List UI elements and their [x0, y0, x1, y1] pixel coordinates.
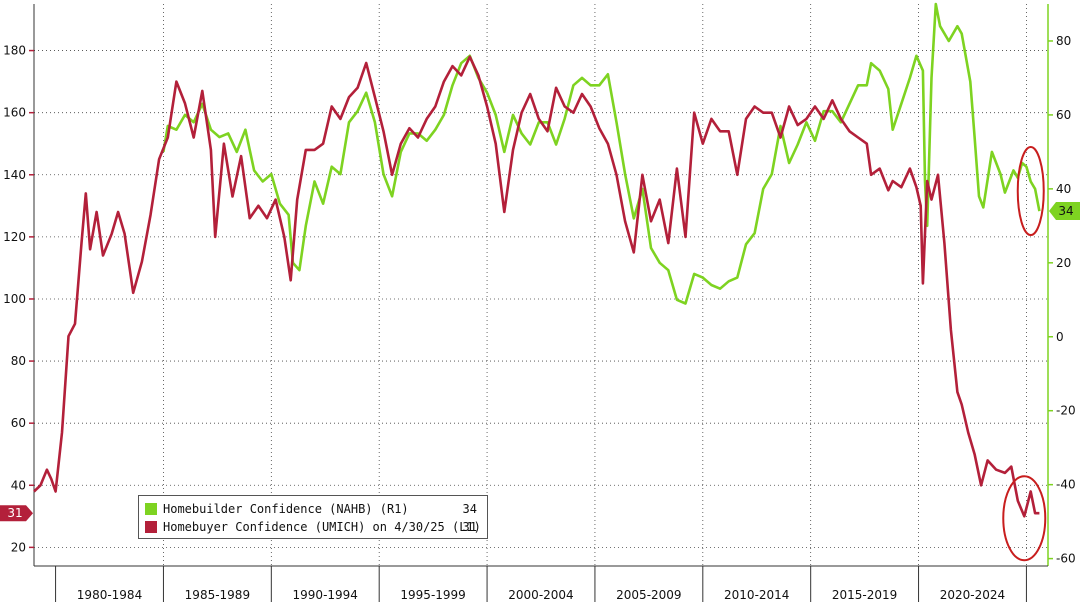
right-tick-label: -20	[1056, 404, 1076, 418]
series-line-umich	[33, 55, 1040, 518]
left-tick-label: 80	[11, 354, 26, 368]
x-tick-label: 2010-2014	[724, 588, 789, 602]
right-tick-label: 40	[1056, 182, 1071, 196]
legend-swatch-umich	[145, 521, 157, 533]
right-tick-label: -40	[1056, 478, 1076, 492]
legend-item-nahb: Homebuilder Confidence (NAHB) (R1) 34	[145, 501, 481, 517]
grid-lines	[34, 4, 1048, 566]
right-tick-label: 60	[1056, 108, 1071, 122]
x-tick-label: 1980-1984	[77, 588, 142, 602]
legend-swatch-nahb	[145, 503, 157, 515]
annotation-circle-umich	[1002, 475, 1047, 562]
legend-label-nahb: Homebuilder Confidence (NAHB) (R1)	[163, 502, 409, 516]
series-line-nahb	[162, 2, 1041, 305]
annotation-circle-nahb	[1016, 146, 1045, 237]
left-end-label-tag	[0, 505, 33, 522]
left-tick-label: 140	[3, 168, 26, 182]
end-labels: 31 34	[0, 202, 1080, 522]
legend-label-umich: Homebuyer Confidence (UMICH) on 4/30/25 …	[163, 520, 481, 534]
legend: Homebuilder Confidence (NAHB) (R1) 34 Ho…	[138, 495, 488, 539]
legend-value-nahb: 34	[462, 502, 477, 516]
right-end-label: 34	[1058, 204, 1073, 218]
left-tick-label: 60	[11, 416, 26, 430]
left-tick-label: 20	[11, 540, 26, 554]
x-tick-label: 2020-2024	[940, 588, 1005, 602]
left-tick-label: 120	[3, 230, 26, 244]
x-tick-label: 1995-1999	[400, 588, 465, 602]
annotations	[1002, 146, 1047, 562]
x-tick-label: 2000-2004	[508, 588, 573, 602]
right-tick-label: 80	[1056, 34, 1071, 48]
left-tick-label: 40	[11, 478, 26, 492]
x-tick-label: 1990-1994	[293, 588, 358, 602]
right-tick-label: 20	[1056, 256, 1071, 270]
left-end-label: 31	[7, 506, 22, 520]
right-axis: -60 -40 -20 0 20 40 60 80	[1047, 4, 1076, 566]
left-tick-label: 160	[3, 106, 26, 120]
x-axis: 1980-1984 1985-1989 1990-1994 1995-1999 2000…	[34, 565, 1048, 602]
right-tick-label: 0	[1056, 330, 1064, 344]
legend-item-umich: Homebuyer Confidence (UMICH) on 4/30/25 …	[145, 519, 481, 535]
legend-value-umich: 31	[462, 520, 477, 534]
x-tick-label: 1985-1989	[185, 588, 250, 602]
left-tick-label: 180	[3, 44, 26, 58]
left-tick-label: 100	[3, 292, 26, 306]
right-end-label-tag	[1049, 202, 1080, 221]
left-axis: 20 40 60 80 100 120 140 160 180	[3, 4, 35, 566]
x-tick-label: 2005-2009	[616, 588, 681, 602]
x-tick-label: 2015-2019	[832, 588, 897, 602]
right-tick-label: -60	[1056, 552, 1076, 566]
series-lines	[33, 2, 1041, 518]
